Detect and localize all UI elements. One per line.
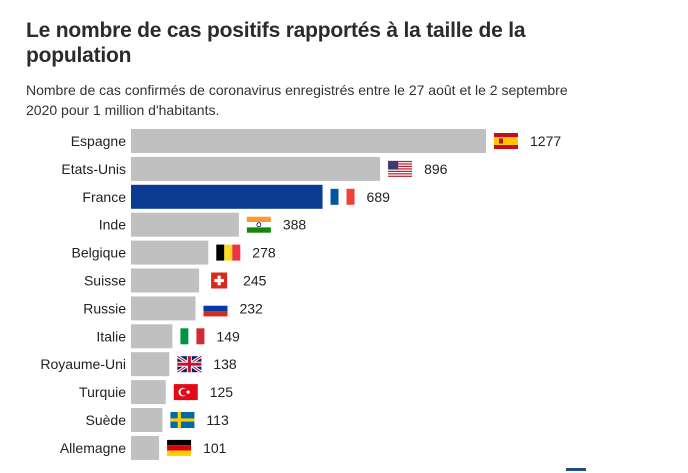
value-label-turquie: 125 xyxy=(210,384,234,400)
value-label-allemagne: 101 xyxy=(203,440,227,456)
category-label-france: France xyxy=(82,189,126,205)
flag-spain-icon xyxy=(494,133,518,149)
category-label-allemagne: Allemagne xyxy=(60,440,126,456)
corner-logo-mark xyxy=(566,468,586,471)
flag-germany-icon xyxy=(167,439,192,456)
value-label-suede: 113 xyxy=(206,412,229,428)
category-label-russie: Russie xyxy=(83,300,126,316)
flag-italy-icon xyxy=(180,328,205,345)
bar-inde xyxy=(131,212,239,237)
value-label-suisse: 245 xyxy=(243,273,267,289)
flag-france-icon xyxy=(330,188,355,205)
value-label-royaume-uni: 138 xyxy=(213,356,237,372)
flag-usa-icon xyxy=(388,160,413,177)
value-label-france: 689 xyxy=(367,189,391,205)
value-label-russie: 232 xyxy=(239,300,263,316)
chart-subtitle: Nombre de cas confirmés de coronavirus e… xyxy=(26,82,568,118)
category-label-espagne: Espagne xyxy=(71,133,126,149)
bar-etats-unis xyxy=(131,156,381,181)
value-label-inde: 388 xyxy=(283,217,307,233)
bar-allemagne xyxy=(131,435,160,460)
bar-france xyxy=(131,184,323,209)
category-label-suede: Suède xyxy=(86,412,127,428)
value-label-etats-unis: 896 xyxy=(424,161,448,177)
bar-espagne xyxy=(131,129,486,153)
value-label-italie: 149 xyxy=(216,328,240,344)
flag-switzerland-icon xyxy=(211,272,228,289)
chart-title: Le nombre de cas positifs rapportés à la… xyxy=(26,19,526,67)
flag-turkey-icon xyxy=(173,384,198,401)
category-label-italie: Italie xyxy=(96,328,126,344)
value-label-belgique: 278 xyxy=(252,245,276,261)
flag-belgium-icon xyxy=(216,244,241,261)
category-label-belgique: Belgique xyxy=(72,245,127,261)
flag-russia-icon xyxy=(203,300,228,317)
bar-suede xyxy=(131,408,163,432)
bar-italie xyxy=(131,324,173,349)
category-label-turquie: Turquie xyxy=(79,384,126,400)
category-label-etats-unis: Etats-Unis xyxy=(61,161,126,177)
bar-belgique xyxy=(131,240,209,265)
bar-royaume-uni xyxy=(131,352,170,377)
flag-sweden-icon xyxy=(170,412,195,428)
bar-turquie xyxy=(131,380,166,405)
flag-india-icon xyxy=(246,216,271,233)
category-label-royaume-uni: Royaume-Uni xyxy=(40,356,126,372)
value-label-espagne: 1277 xyxy=(530,133,561,149)
flag-uk-icon xyxy=(176,354,203,374)
category-label-inde: Inde xyxy=(99,217,126,233)
category-label-suisse: Suisse xyxy=(84,273,126,289)
bar-russie xyxy=(131,296,196,321)
bar-suisse xyxy=(131,268,200,293)
